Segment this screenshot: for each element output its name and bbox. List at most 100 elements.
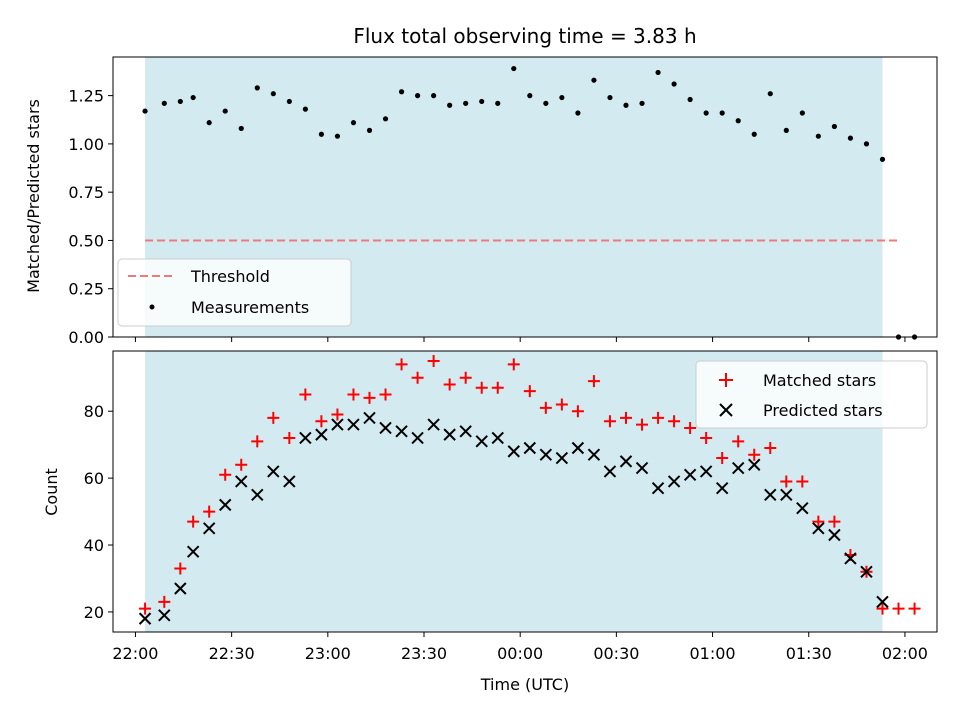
- legend-matched-label: Matched stars: [763, 371, 876, 390]
- matched-stars-point: [174, 562, 187, 575]
- x-tick-label: 00:30: [593, 644, 639, 663]
- legend-measurements-swatch: [149, 304, 155, 310]
- y-tick-label: 1.00: [68, 135, 104, 154]
- x-tick-label: 22:30: [209, 644, 255, 663]
- predicted-stars-point: [443, 428, 456, 441]
- bottom-y-axis-label: Count: [42, 468, 61, 516]
- predicted-stars-point: [635, 461, 649, 475]
- measurements-point: [863, 141, 870, 147]
- top-legend: Threshold Measurements: [117, 258, 352, 327]
- top-x-ticks: [134, 337, 906, 342]
- x-axis-label: Time (UTC): [480, 675, 569, 694]
- predicted-stars-point: [860, 565, 873, 578]
- predicted-stars-point: [603, 465, 617, 478]
- measurements-point: [414, 93, 421, 99]
- y-tick-label: 1.25: [68, 87, 104, 106]
- legend-measurements-label: Measurements: [191, 298, 309, 317]
- chart-title: Flux total observing time = 3.83 h: [353, 24, 696, 48]
- measurements-point: [799, 110, 805, 116]
- measurements-point: [254, 85, 260, 91]
- predicted-stars-point: [202, 522, 216, 535]
- measurements-point: [206, 120, 212, 126]
- measurements-point: [511, 65, 517, 72]
- measurements-point: [398, 89, 405, 95]
- legend-matched-swatch: [719, 373, 733, 387]
- predicted-stars-point: [539, 448, 553, 461]
- x-tick-label: 23:00: [305, 644, 351, 663]
- predicted-stars-point: [587, 448, 601, 461]
- predicted-stars-point: [812, 522, 825, 535]
- matched-stars-point: [219, 468, 232, 481]
- matched-stars-point: [251, 435, 264, 448]
- legend-predicted-label: Predicted stars: [763, 401, 883, 420]
- bottom-y-axis: 20 40 60 80: [84, 402, 113, 622]
- measurements-point: [142, 108, 148, 114]
- predicted-stars-point: [251, 488, 264, 502]
- top-legend-box: [117, 258, 352, 327]
- matched-stars-point: [700, 431, 713, 444]
- matched-stars-point: [780, 475, 793, 488]
- matched-stars-point: [158, 595, 171, 608]
- matched-stars-point: [283, 431, 296, 444]
- measurements-point: [527, 93, 533, 99]
- predicted-stars-point: [283, 475, 296, 488]
- predicted-stars-point: [571, 441, 585, 455]
- predicted-stars-point: [219, 498, 232, 512]
- measurements-point: [543, 100, 549, 106]
- matched-stars-point: [491, 381, 504, 394]
- measurements-point: [767, 91, 773, 97]
- measurements-point: [431, 93, 437, 99]
- measurements-point: [286, 98, 292, 105]
- predicted-stars-point: [331, 418, 344, 431]
- matched-stars-point: [523, 385, 536, 398]
- predicted-stars-point: [619, 455, 633, 468]
- measurements-point: [447, 102, 453, 108]
- matched-stars-point: [459, 371, 472, 384]
- matched-stars-point: [908, 602, 921, 615]
- x-tick-label: 01:00: [690, 644, 736, 663]
- measurements-point: [591, 77, 597, 83]
- top-plot-area: [142, 65, 918, 340]
- matched-stars-point: [331, 408, 344, 421]
- measurements-point: [671, 81, 677, 87]
- predicted-stars-point: [315, 428, 328, 441]
- legend-predicted-swatch: [719, 403, 733, 417]
- measurements-point: [366, 127, 373, 133]
- predicted-stars-point: [732, 461, 745, 475]
- predicted-stars-point: [555, 451, 569, 465]
- matched-stars-point: [347, 388, 360, 401]
- matched-stars-point: [796, 475, 809, 488]
- matched-stars-point: [507, 358, 520, 371]
- measurements-point: [751, 131, 757, 137]
- predicted-stars-point: [651, 481, 665, 495]
- measurements-point: [879, 156, 886, 162]
- predicted-stars-point: [347, 418, 360, 431]
- legend-threshold-label: Threshold: [190, 267, 270, 286]
- matched-stars-point: [876, 602, 889, 615]
- matched-stars-point: [812, 515, 825, 528]
- predicted-stars-point: [828, 528, 841, 542]
- y-tick-label: 40: [84, 536, 104, 555]
- predicted-stars-point: [699, 465, 713, 478]
- matched-stars-point: [411, 371, 424, 384]
- predicted-stars-point: [158, 609, 171, 622]
- x-tick-label: 00:00: [497, 644, 543, 663]
- x-tick-label: 22:00: [112, 644, 158, 663]
- y-tick-label: 0.00: [68, 328, 104, 347]
- predicted-stars-point: [427, 418, 440, 431]
- matched-stars-point: [636, 418, 649, 431]
- top-panel: 0.00 0.25 0.50 0.75 1.00 1.25 Flux total obse…: [24, 24, 938, 347]
- measurements-point: [687, 96, 693, 103]
- predicted-stars-point: [876, 595, 889, 609]
- matched-stars-point: [299, 388, 312, 401]
- matched-stars-point: [668, 415, 681, 428]
- predicted-stars-point: [395, 425, 408, 438]
- matched-stars-point: [619, 411, 632, 424]
- predicted-stars-point: [363, 411, 376, 425]
- predicted-stars-point: [267, 465, 280, 478]
- matched-stars-point: [748, 448, 761, 461]
- matched-stars-point: [315, 415, 328, 428]
- measurements-point: [607, 94, 613, 101]
- y-tick-label: 20: [84, 603, 104, 622]
